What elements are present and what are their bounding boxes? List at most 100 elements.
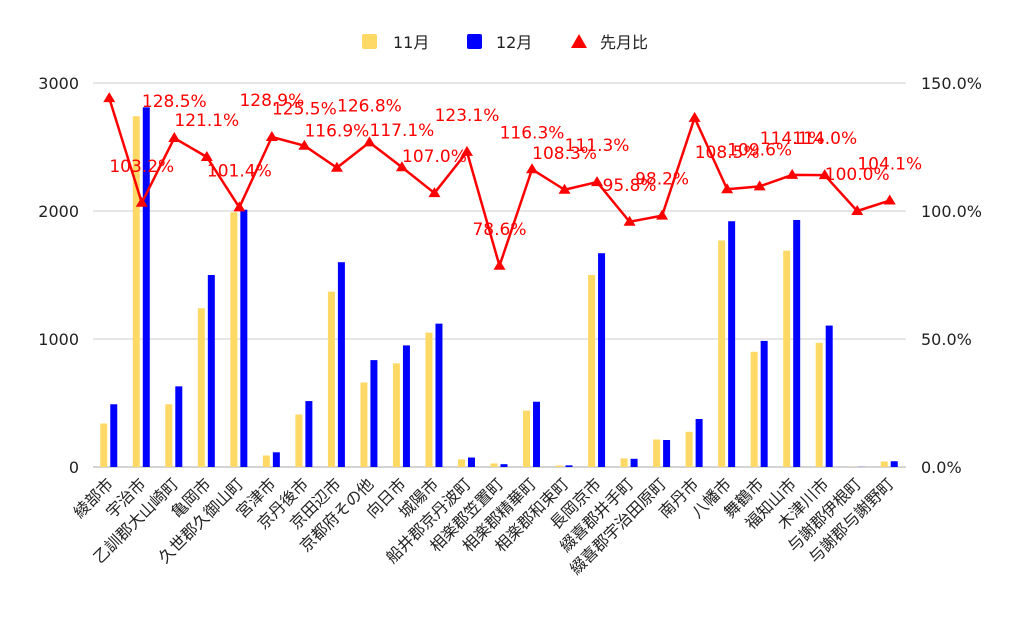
ratio-marker-triangle xyxy=(135,196,148,207)
legend-item-先月比: 先月比 xyxy=(571,33,648,52)
bar-11月 xyxy=(360,382,368,467)
bar-11月 xyxy=(783,250,791,467)
bar-11月 xyxy=(588,275,596,467)
bar-12月 xyxy=(110,404,118,467)
ratio-marker-triangle xyxy=(688,111,701,122)
bar-12月 xyxy=(663,439,671,467)
ratio-marker-triangle xyxy=(721,183,734,194)
bar-11月 xyxy=(718,240,726,467)
bar-11月 xyxy=(327,291,335,467)
ratio-data-label: 108.5% xyxy=(695,143,760,163)
bar-12月 xyxy=(175,386,183,467)
ratio-marker-triangle xyxy=(103,92,116,103)
bar-12月 xyxy=(142,107,150,467)
ratio-marker-triangle xyxy=(363,136,376,147)
ratio-marker-triangle xyxy=(493,259,506,270)
ratio-data-label: 109.6% xyxy=(727,140,792,160)
bar-11月 xyxy=(230,212,238,467)
bar-11月 xyxy=(132,116,140,467)
ratio-data-label: 128.9% xyxy=(239,91,304,111)
ratio-marker-triangle xyxy=(395,161,408,172)
bar-12月 xyxy=(435,323,443,467)
bar-11月 xyxy=(815,342,823,467)
bar-12月 xyxy=(533,401,541,467)
ratio-marker-triangle xyxy=(428,187,441,198)
ratio-marker-triangle xyxy=(591,176,604,187)
ratio-marker-triangle xyxy=(330,161,343,172)
ratio-marker-triangle xyxy=(460,145,473,156)
bar-12月 xyxy=(240,209,248,467)
bar-12月 xyxy=(760,340,768,467)
legend-label: 先月比 xyxy=(600,33,648,52)
bar-12月 xyxy=(207,275,215,467)
ratio-data-label: 116.3% xyxy=(500,123,565,143)
bar-11月 xyxy=(165,404,173,467)
bar-11月 xyxy=(425,332,433,467)
ratio-data-label: 101.4% xyxy=(207,161,272,181)
left-axis-tick-label: 3000 xyxy=(38,74,79,93)
gridlines xyxy=(93,82,906,468)
ratio-marker-triangle xyxy=(851,205,864,215)
ratio-marker-triangle xyxy=(656,209,669,220)
ratio-marker-triangle xyxy=(168,132,181,143)
right-axis-tick-label: 150.0% xyxy=(921,74,982,93)
ratio-data-label: 100.0% xyxy=(825,165,890,185)
ratio-data-label: 114.0% xyxy=(792,129,857,149)
legend-label: 11月 xyxy=(393,33,429,52)
bar-12月 xyxy=(728,221,736,467)
legend-item-11月: 11月 xyxy=(362,33,429,52)
bar-11月 xyxy=(555,465,563,467)
bar-12月 xyxy=(370,360,378,467)
ratio-marker-triangle xyxy=(200,150,213,161)
ratio-marker-triangle xyxy=(233,201,246,212)
bar-12月 xyxy=(793,219,801,467)
bar-11月 xyxy=(523,410,531,467)
ratio-data-label: 114.1% xyxy=(760,129,825,149)
ratio-data-label: 121.1% xyxy=(174,111,239,131)
bar-12月 xyxy=(337,262,345,467)
bar-11月 xyxy=(262,455,270,467)
ratio-data-label: 78.6% xyxy=(472,220,526,240)
left-axis-tick-label: 0 xyxy=(69,458,79,477)
right-axis-tick-label: 0.0% xyxy=(921,458,962,477)
bar-12月 xyxy=(598,253,606,467)
left-axis-tick-label: 1000 xyxy=(38,330,79,349)
bar-12月 xyxy=(695,419,703,467)
left-axis-tick-label: 2000 xyxy=(38,202,79,221)
bar-11月 xyxy=(880,461,888,467)
ratio-data-label: 123.1% xyxy=(435,106,500,126)
ratio-data-label: 108.3% xyxy=(532,144,597,164)
bar-12月 xyxy=(500,464,508,467)
bar-12月 xyxy=(305,401,313,467)
ratio-data-label: 126.8% xyxy=(337,96,402,116)
ratio-marker-triangle xyxy=(786,168,799,179)
ratio-data-label: 117.1% xyxy=(370,121,435,141)
ratio-data-label: 95.8% xyxy=(603,176,657,196)
ratio-data-label: 104.1% xyxy=(857,155,922,175)
ratio-marker-triangle xyxy=(818,169,831,180)
ratio-data-label: 125.5% xyxy=(272,100,337,120)
ratio-marker-triangle xyxy=(298,139,311,150)
bar-12月 xyxy=(630,458,638,467)
right-axis-tick-label: 100.0% xyxy=(921,202,982,221)
ratio-data-labels: 103.2% 128.5%121.1% 101.4% 128.9%125.5% 116.… xyxy=(109,91,922,240)
ratio-data-label: 128.5% xyxy=(142,92,207,112)
bar-12月 xyxy=(565,465,573,467)
bar-11月 xyxy=(685,431,693,467)
ratio-data-label: 98.2% xyxy=(635,170,689,190)
bar-12月 xyxy=(272,452,280,467)
ratio-data-label: 111.3% xyxy=(565,136,630,156)
left-axis: 0 1000 2000 3000 xyxy=(38,74,79,477)
right-axis: 0.0% 50.0% 100.0% 150.0% xyxy=(921,74,982,477)
bar-11月 xyxy=(620,458,628,467)
bar-11月 xyxy=(457,459,465,467)
right-axis-tick-label: 50.0% xyxy=(921,330,972,349)
ratio-marker-triangle xyxy=(623,215,636,226)
legend-swatch xyxy=(362,34,377,49)
bar-11月 xyxy=(490,463,498,467)
legend: 11月 12月 先月比 xyxy=(362,33,648,52)
bar-11月 xyxy=(100,423,108,467)
ratio-data-label: 103.2% xyxy=(109,157,174,177)
ratio-marker-triangle xyxy=(558,183,571,194)
